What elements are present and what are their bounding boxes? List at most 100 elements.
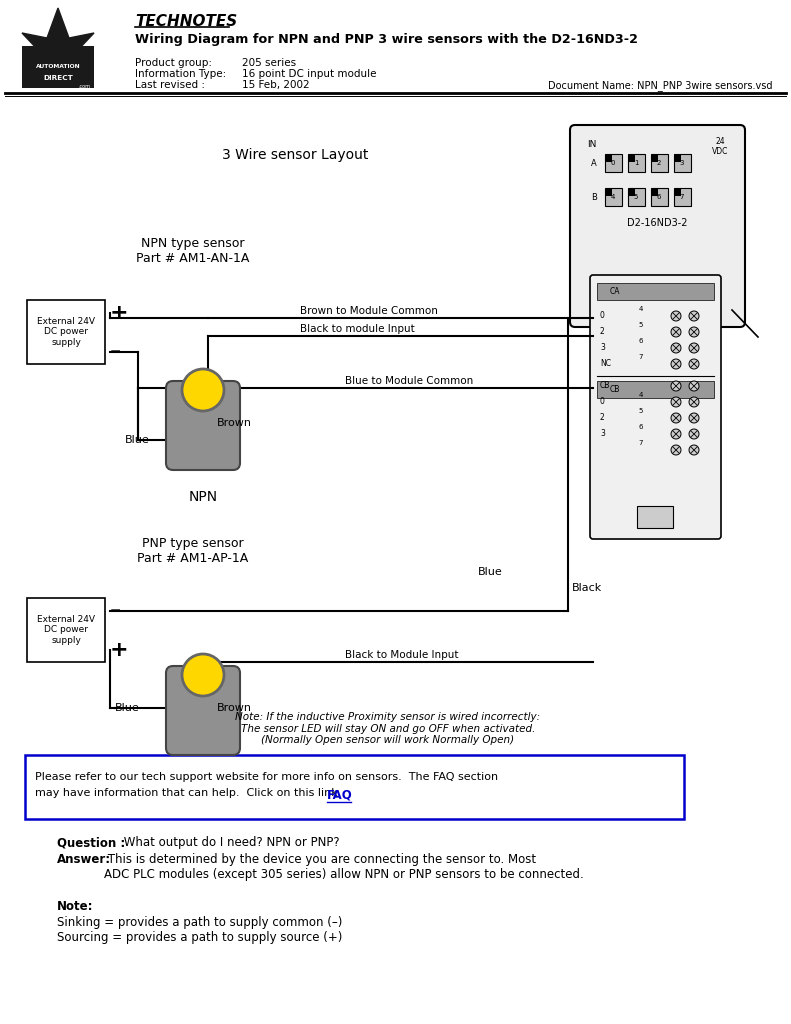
Bar: [605, 188, 622, 206]
Text: 1: 1: [634, 160, 638, 166]
Bar: [597, 283, 714, 300]
Text: 0: 0: [600, 397, 605, 407]
Text: Question :: Question :: [57, 836, 125, 849]
Circle shape: [671, 343, 681, 353]
Text: Brown: Brown: [217, 703, 252, 713]
Text: Black to module Input: Black to module Input: [300, 324, 414, 334]
Text: What output do I need? NPN or PNP?: What output do I need? NPN or PNP?: [120, 836, 339, 849]
Text: 0: 0: [611, 160, 615, 166]
FancyBboxPatch shape: [570, 125, 745, 327]
FancyBboxPatch shape: [166, 666, 240, 755]
Bar: [606, 155, 612, 162]
Bar: [22, 46, 94, 88]
Text: 5: 5: [639, 322, 643, 328]
Text: .com: .com: [78, 85, 90, 89]
Bar: [629, 189, 635, 196]
Circle shape: [182, 654, 224, 696]
Text: 5: 5: [634, 194, 638, 200]
Text: 2: 2: [600, 414, 605, 423]
Text: 205 series: 205 series: [242, 58, 296, 68]
Text: NPN type sensor
Part # AM1-AN-1A: NPN type sensor Part # AM1-AN-1A: [136, 237, 250, 265]
Circle shape: [671, 445, 681, 455]
Text: 2: 2: [657, 160, 661, 166]
Text: 6: 6: [639, 338, 643, 344]
Text: 15 Feb, 2002: 15 Feb, 2002: [242, 80, 309, 90]
Circle shape: [671, 381, 681, 391]
Text: NC: NC: [600, 359, 611, 369]
FancyBboxPatch shape: [25, 755, 684, 819]
Text: 4: 4: [639, 392, 643, 398]
Text: PNP type sensor
Part # AM1-AP-1A: PNP type sensor Part # AM1-AP-1A: [138, 537, 248, 565]
Text: Blue: Blue: [478, 567, 502, 577]
Bar: [675, 189, 681, 196]
Text: 2: 2: [600, 328, 605, 337]
Text: TECHNOTES: TECHNOTES: [135, 14, 237, 29]
Text: External 24V
DC power
supply: External 24V DC power supply: [37, 317, 95, 347]
Text: NPN: NPN: [188, 490, 218, 504]
Text: CB: CB: [600, 382, 611, 390]
Circle shape: [671, 397, 681, 407]
Text: CB: CB: [610, 384, 620, 393]
Text: 7: 7: [639, 440, 643, 446]
Circle shape: [671, 359, 681, 369]
Text: Last revised :: Last revised :: [135, 80, 205, 90]
Circle shape: [671, 327, 681, 337]
Circle shape: [671, 429, 681, 439]
Text: CA: CA: [610, 287, 620, 296]
Text: 3: 3: [600, 429, 605, 438]
Text: Note:: Note:: [57, 900, 93, 913]
Text: Sourcing = provides a path to supply source (+): Sourcing = provides a path to supply sou…: [57, 931, 343, 944]
Text: FAQ: FAQ: [327, 788, 353, 801]
Text: –: –: [110, 342, 121, 362]
Text: 6: 6: [639, 424, 643, 430]
Text: D2-16ND3-2: D2-16ND3-2: [626, 218, 687, 228]
Text: Answer:: Answer:: [57, 853, 111, 866]
Text: DIRECT: DIRECT: [43, 75, 73, 81]
Text: Blue to Module Common: Blue to Module Common: [345, 376, 473, 386]
Bar: [674, 188, 691, 206]
Bar: [597, 381, 714, 398]
Bar: [628, 154, 645, 172]
Text: IN: IN: [587, 140, 596, 150]
Circle shape: [689, 311, 699, 321]
Text: Information Type:: Information Type:: [135, 69, 226, 79]
Bar: [637, 506, 673, 528]
Circle shape: [689, 429, 699, 439]
Circle shape: [689, 413, 699, 423]
Text: may have information that can help.  Click on this link: may have information that can help. Clic…: [35, 788, 338, 798]
Circle shape: [689, 397, 699, 407]
Circle shape: [689, 343, 699, 353]
Polygon shape: [22, 8, 94, 80]
Circle shape: [182, 369, 224, 411]
Bar: [675, 155, 681, 162]
Text: AUTOMATION: AUTOMATION: [36, 65, 81, 70]
Bar: [606, 189, 612, 196]
Bar: [605, 154, 622, 172]
Bar: [629, 155, 635, 162]
Text: Brown: Brown: [217, 418, 252, 428]
Text: +: +: [110, 640, 129, 660]
Circle shape: [689, 327, 699, 337]
Text: +: +: [110, 303, 129, 323]
Circle shape: [671, 413, 681, 423]
Text: Wiring Diagram for NPN and PNP 3 wire sensors with the D2-16ND3-2: Wiring Diagram for NPN and PNP 3 wire se…: [135, 33, 638, 46]
Text: 0: 0: [600, 311, 605, 321]
Text: Blue: Blue: [125, 435, 149, 445]
Bar: [651, 154, 668, 172]
Text: A: A: [591, 159, 597, 168]
Text: Note: If the inductive Proximity sensor is wired incorrectly:
The sensor LED wil: Note: If the inductive Proximity sensor …: [236, 712, 540, 745]
Bar: [628, 188, 645, 206]
Bar: [652, 189, 658, 196]
Bar: [652, 155, 658, 162]
Circle shape: [689, 381, 699, 391]
Text: External 24V
DC power
supply: External 24V DC power supply: [37, 615, 95, 645]
Text: 4: 4: [611, 194, 615, 200]
Text: 5: 5: [639, 408, 643, 414]
Text: 16 point DC input module: 16 point DC input module: [242, 69, 377, 79]
Text: 7: 7: [639, 354, 643, 360]
FancyBboxPatch shape: [166, 381, 240, 470]
Text: Product group:: Product group:: [135, 58, 212, 68]
Text: B: B: [591, 194, 597, 203]
Text: Black: Black: [572, 583, 602, 593]
Text: Black to Module Input: Black to Module Input: [345, 650, 459, 660]
